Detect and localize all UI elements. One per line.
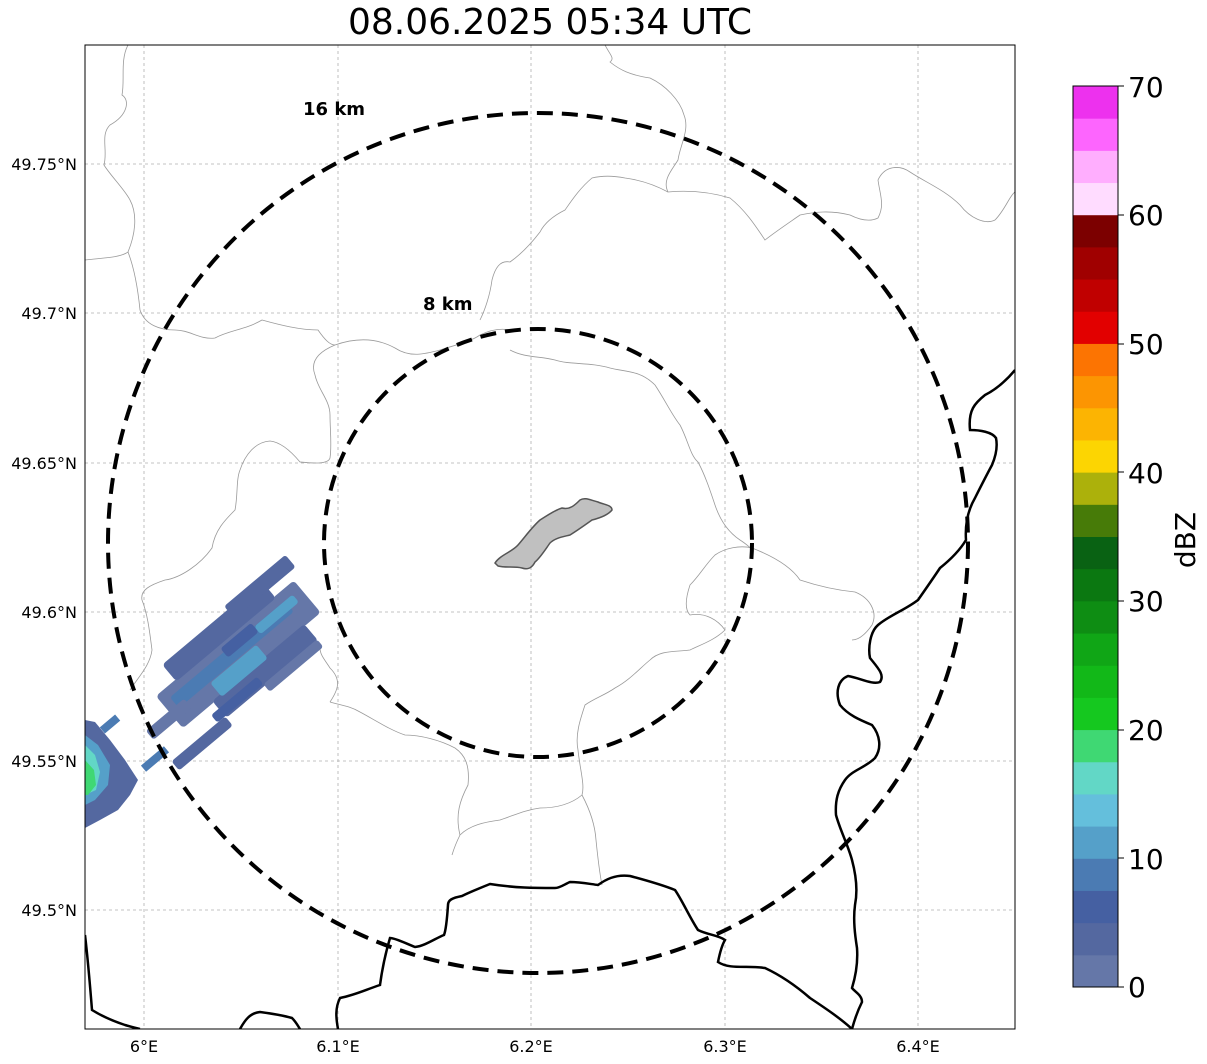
colorbar-segment — [1073, 182, 1118, 216]
map-title: 08.06.2025 05:34 UTC — [347, 2, 753, 43]
ring-label-8km: 8 km — [423, 294, 473, 315]
colorbar-tick-marks — [1118, 85, 1124, 988]
lat-tick-label: 49.5°N — [21, 901, 77, 920]
lat-tick-label: 49.75°N — [11, 155, 77, 174]
colorbar-segment — [1073, 214, 1118, 248]
colorbar-segment — [1073, 633, 1118, 666]
colorbar-tick-label: 0 — [1128, 971, 1146, 1004]
colorbar-segment — [1073, 954, 1118, 988]
lon-tick-labels: 6°E 6.1°E 6.2°E 6.3°E 6.4°E — [130, 1037, 940, 1056]
colorbar-segment — [1073, 279, 1118, 312]
colorbar-tick-label: 10 — [1128, 843, 1164, 876]
lon-tick-label: 6.4°E — [896, 1037, 940, 1056]
colorbar-segment — [1073, 504, 1118, 537]
colorbar-segment — [1073, 761, 1118, 795]
lon-tick-label: 6.1°E — [316, 1037, 360, 1056]
radar-echoes — [146, 556, 323, 770]
colorbar-segment — [1073, 568, 1118, 602]
lat-tick-label: 49.55°N — [11, 752, 77, 771]
lon-tick-label: 6.3°E — [703, 1037, 747, 1056]
colorbar-segment — [1073, 600, 1118, 634]
colorbar-segment — [1073, 246, 1118, 280]
municipal-boundaries — [85, 45, 1015, 886]
colorbar-label: dBZ — [1169, 512, 1202, 568]
lon-tick-label: 6.2°E — [509, 1037, 553, 1056]
colorbar-segment — [1073, 311, 1118, 344]
colorbar-segment — [1073, 697, 1118, 731]
map-frame — [84, 44, 1016, 1030]
colorbar-tick-label: 20 — [1128, 714, 1164, 747]
colorbar-segment — [1073, 729, 1118, 763]
radar-echoes-west — [85, 714, 170, 828]
colorbar-segment — [1073, 439, 1118, 473]
colorbar — [1073, 86, 1118, 988]
colorbar-segment — [1073, 858, 1118, 891]
graticule — [85, 45, 1015, 1029]
colorbar-segment — [1073, 150, 1118, 184]
colorbar-segment — [1073, 407, 1118, 441]
colorbar-segment — [1073, 793, 1118, 827]
highlighted-area — [494, 498, 613, 570]
colorbar-segment — [1073, 86, 1118, 119]
range-ring-16km — [106, 111, 970, 975]
colorbar-frame — [1072, 85, 1119, 988]
national-borders — [85, 369, 1015, 1029]
colorbar-segment — [1073, 826, 1118, 859]
lat-tick-label: 49.6°N — [21, 603, 77, 622]
colorbar-segment — [1073, 375, 1118, 409]
lat-tick-label: 49.65°N — [11, 454, 77, 473]
colorbar-segment — [1073, 665, 1118, 698]
colorbar-tick-labels: 0 10 20 30 40 50 60 70 — [1128, 71, 1164, 1004]
colorbar-tick-label: 30 — [1128, 585, 1164, 618]
range-ring-8km — [322, 327, 754, 759]
lat-tick-label: 49.7°N — [21, 304, 77, 323]
colorbar-segment — [1073, 343, 1118, 377]
colorbar-segment — [1073, 890, 1118, 924]
ring-label-16km: 16 km — [303, 99, 365, 120]
colorbar-tick-label: 40 — [1128, 457, 1164, 490]
colorbar-segment — [1073, 922, 1118, 956]
lat-tick-labels: 49.75°N 49.7°N 49.65°N 49.6°N 49.55°N 49… — [11, 155, 77, 920]
colorbar-segment — [1073, 472, 1118, 505]
colorbar-segment — [1073, 118, 1118, 151]
colorbar-segment — [1073, 536, 1118, 570]
colorbar-tick-label: 50 — [1128, 328, 1164, 361]
lon-tick-label: 6°E — [130, 1037, 158, 1056]
colorbar-tick-label: 60 — [1128, 199, 1164, 232]
colorbar-tick-label: 70 — [1128, 71, 1164, 104]
